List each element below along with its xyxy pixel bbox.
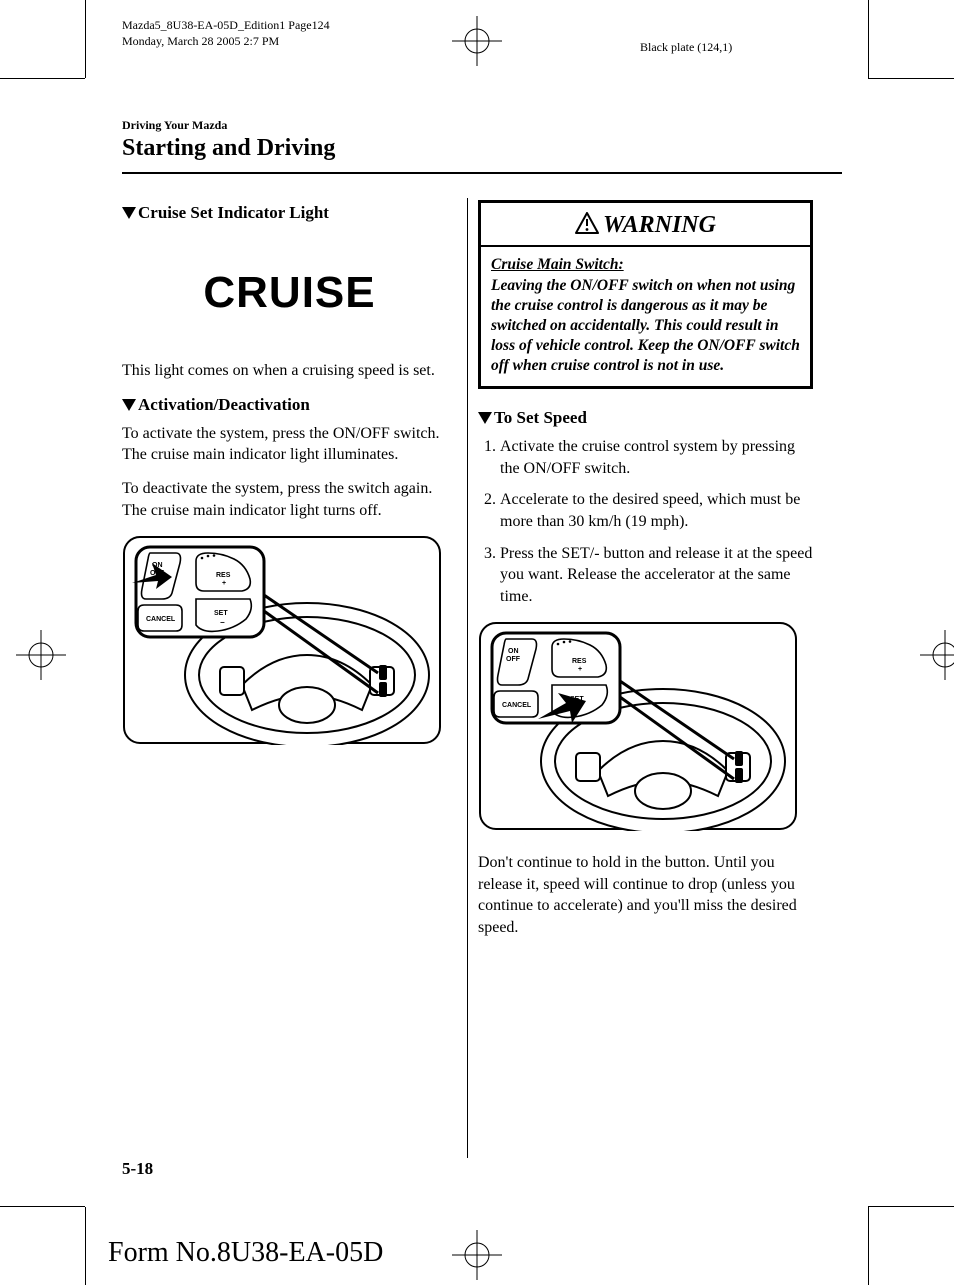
para: To activate the system, press the ON/OFF… — [122, 423, 457, 445]
svg-text:OFF: OFF — [150, 570, 165, 577]
triangle-icon — [122, 399, 136, 411]
steering-wheel-figure: ON OFF CANCEL RES + SET − — [122, 535, 457, 752]
section-header: Driving Your Mazda Starting and Driving — [122, 118, 842, 174]
section-pre: Driving Your Mazda — [122, 118, 842, 133]
para: The cruise main indicator light illumina… — [122, 444, 457, 466]
form-number: Form No.8U38-EA-05D — [108, 1237, 383, 1269]
warning-body: Cruise Main Switch: Leaving the ON/OFF s… — [481, 247, 810, 386]
steps-list: Activate the cruise control system by pr… — [478, 436, 813, 607]
subhead-activation: Activation/Deactivation — [122, 394, 457, 417]
svg-text:SET: SET — [214, 610, 228, 617]
warning-box: WARNING Cruise Main Switch: Leaving the … — [478, 200, 813, 389]
registration-mark-icon — [452, 1230, 502, 1285]
para: This light comes on when a cruising spee… — [122, 360, 457, 382]
left-column: Cruise Set Indicator Light CRUISE This l… — [122, 198, 467, 1158]
warning-title: WARNING — [603, 212, 716, 238]
crop-mark — [868, 1207, 869, 1285]
header-left: Mazda5_8U38-EA-05D_Edition1 Page124 Mond… — [122, 18, 330, 49]
section-rule — [122, 172, 842, 174]
warning-header: WARNING — [481, 203, 810, 247]
para: To deactivate the system, press the swit… — [122, 478, 457, 500]
crop-mark — [868, 78, 954, 79]
para: The cruise main indicator light turns of… — [122, 500, 457, 522]
svg-text:−: − — [576, 704, 581, 713]
subhead-text: To Set Speed — [494, 408, 587, 427]
crop-mark — [0, 78, 85, 79]
right-column: WARNING Cruise Main Switch: Leaving the … — [468, 198, 813, 1158]
svg-text:SET: SET — [570, 696, 584, 703]
warning-heading: Cruise Main Switch: — [491, 256, 624, 273]
triangle-icon — [122, 207, 136, 219]
triangle-icon — [478, 412, 492, 424]
svg-text:RES: RES — [216, 572, 231, 579]
crop-mark — [868, 1206, 954, 1207]
step-item: Activate the cruise control system by pr… — [500, 436, 813, 479]
cruise-logo: CRUISE — [122, 263, 457, 322]
header-blackplate: Black plate (124,1) — [640, 40, 732, 55]
header-line1: Mazda5_8U38-EA-05D_Edition1 Page124 — [122, 18, 330, 34]
crop-mark — [868, 0, 869, 78]
registration-mark-icon — [452, 16, 502, 71]
subhead-text: Activation/Deactivation — [138, 395, 310, 414]
page-number: 5-18 — [122, 1159, 153, 1179]
registration-mark-icon — [920, 630, 954, 685]
steering-wheel-figure: ON OFF CANCEL RES + SET − — [478, 621, 813, 838]
warning-icon — [575, 211, 599, 243]
crop-mark — [85, 0, 86, 78]
header-line2: Monday, March 28 2005 2:7 PM — [122, 34, 330, 50]
warning-text: Leaving the ON/OFF switch on when not us… — [491, 277, 800, 375]
content: Cruise Set Indicator Light CRUISE This l… — [122, 198, 842, 1158]
svg-text:ON: ON — [152, 562, 163, 569]
step-item: Accelerate to the desired speed, which m… — [500, 489, 813, 532]
svg-text:ON: ON — [508, 648, 519, 655]
subhead-text: Cruise Set Indicator Light — [138, 203, 329, 222]
crop-mark — [0, 1206, 85, 1207]
crop-mark — [85, 1207, 86, 1285]
svg-text:CANCEL: CANCEL — [146, 616, 176, 623]
svg-text:+: + — [578, 666, 582, 673]
svg-text:−: − — [220, 618, 225, 627]
svg-text:OFF: OFF — [506, 656, 521, 663]
svg-text:+: + — [222, 580, 226, 587]
step-item: Press the SET/- button and release it at… — [500, 543, 813, 608]
svg-text:RES: RES — [572, 658, 587, 665]
section-title: Starting and Driving — [122, 135, 842, 166]
registration-mark-icon — [16, 630, 66, 685]
svg-text:CANCEL: CANCEL — [502, 702, 532, 709]
subhead-set-speed: To Set Speed — [478, 407, 813, 430]
subhead-cruise-indicator: Cruise Set Indicator Light — [122, 202, 457, 225]
para: Don't continue to hold in the button. Un… — [478, 852, 813, 938]
